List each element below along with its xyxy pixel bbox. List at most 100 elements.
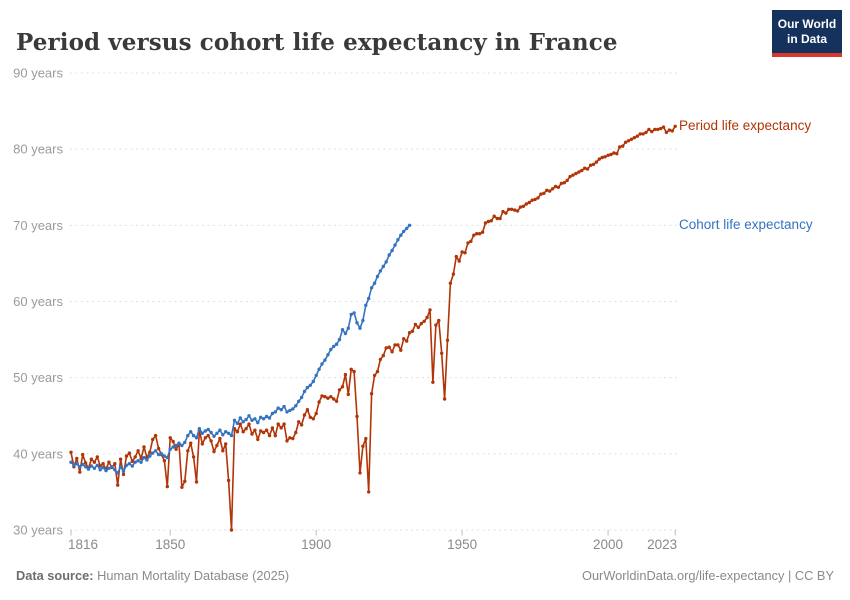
data-point [381, 264, 385, 269]
data-point [440, 351, 444, 355]
data-point [343, 372, 348, 377]
data-point [183, 440, 187, 445]
data-point [372, 373, 377, 378]
data-point [145, 458, 149, 462]
data-point [95, 455, 100, 459]
data-point [375, 369, 380, 374]
data-point [133, 460, 137, 464]
data-point [142, 445, 146, 449]
data-point [367, 296, 371, 301]
data-point [291, 407, 295, 411]
data-point [215, 443, 219, 448]
data-point [139, 460, 143, 464]
data-point [183, 479, 187, 483]
data-point [372, 281, 377, 285]
data-point [559, 181, 564, 186]
data-point [276, 422, 280, 426]
data-point [165, 484, 169, 489]
data-point [98, 464, 102, 468]
data-point [244, 417, 248, 422]
data-point [130, 459, 134, 464]
data-point [194, 480, 199, 484]
data-point [621, 144, 625, 148]
data-point [229, 433, 234, 438]
data-point [396, 238, 400, 242]
y-tick-label: 80 years [13, 142, 63, 157]
data-point [352, 311, 356, 315]
data-point [209, 439, 213, 443]
y-tick-label: 90 years [13, 66, 63, 81]
data-point [72, 463, 76, 467]
data-point [454, 254, 458, 259]
data-point [273, 410, 277, 414]
data-point [113, 462, 117, 466]
data-point [343, 331, 348, 336]
data-point [402, 229, 406, 234]
data-point [136, 459, 140, 463]
legend-cohort-life-expectancy[interactable]: Cohort life expectancy [679, 216, 813, 232]
data-point [136, 449, 140, 453]
data-point [384, 260, 388, 264]
attribution-link[interactable]: OurWorldinData.org/life-expectancy | CC … [581, 568, 834, 583]
data-point [653, 127, 657, 132]
data-point [288, 408, 292, 413]
series-line-period-life-expectancy[interactable] [70, 125, 676, 531]
data-point [148, 450, 152, 454]
data-point [224, 442, 228, 446]
data-point [241, 420, 245, 424]
data-point [448, 281, 453, 285]
data-point [358, 471, 362, 475]
y-tick-label: 30 years [13, 523, 63, 538]
data-point [250, 432, 254, 436]
series-markers-cohort-life-expectancy [69, 223, 412, 475]
data-point [264, 428, 269, 432]
data-point [431, 380, 435, 384]
data-point [259, 429, 263, 433]
data-point [369, 392, 374, 396]
data-point [168, 447, 172, 451]
data-point [489, 219, 493, 223]
data-point [670, 129, 674, 133]
owid-logo[interactable]: Our World in Data [772, 10, 842, 57]
legend-period-life-expectancy[interactable]: Period life expectancy [679, 117, 812, 133]
data-point [209, 430, 213, 435]
data-point [416, 325, 420, 330]
data-point [533, 197, 537, 202]
data-point [130, 464, 134, 468]
data-point [107, 460, 111, 464]
data-point [451, 272, 456, 276]
data-point [562, 181, 566, 185]
data-point [475, 232, 479, 236]
data-point [332, 397, 336, 401]
x-tick-label: 1900 [301, 537, 331, 552]
data-point [250, 418, 254, 422]
data-point [486, 219, 491, 224]
data-source-note: Data source: Human Mortality Database (2… [16, 568, 289, 583]
data-point [299, 423, 304, 427]
data-point [422, 319, 426, 323]
data-point [402, 337, 406, 341]
data-point [311, 417, 315, 421]
data-point [127, 451, 132, 455]
x-tick-label: 2000 [593, 537, 623, 552]
data-point [548, 189, 552, 193]
data-point [171, 445, 175, 449]
data-point [279, 426, 283, 430]
data-point [594, 160, 599, 164]
data-source-value: Human Mortality Database (2025) [93, 568, 290, 583]
data-point [282, 404, 286, 409]
data-point [650, 129, 654, 134]
data-point [78, 465, 82, 469]
data-point [600, 155, 604, 160]
data-point [308, 415, 312, 419]
data-point [337, 337, 342, 342]
data-point [603, 155, 607, 159]
data-point [89, 464, 94, 468]
data-point [399, 233, 403, 237]
data-point [565, 178, 569, 183]
data-point [507, 207, 511, 211]
data-point [469, 239, 473, 243]
data-point [212, 434, 216, 438]
data-point [615, 152, 619, 156]
